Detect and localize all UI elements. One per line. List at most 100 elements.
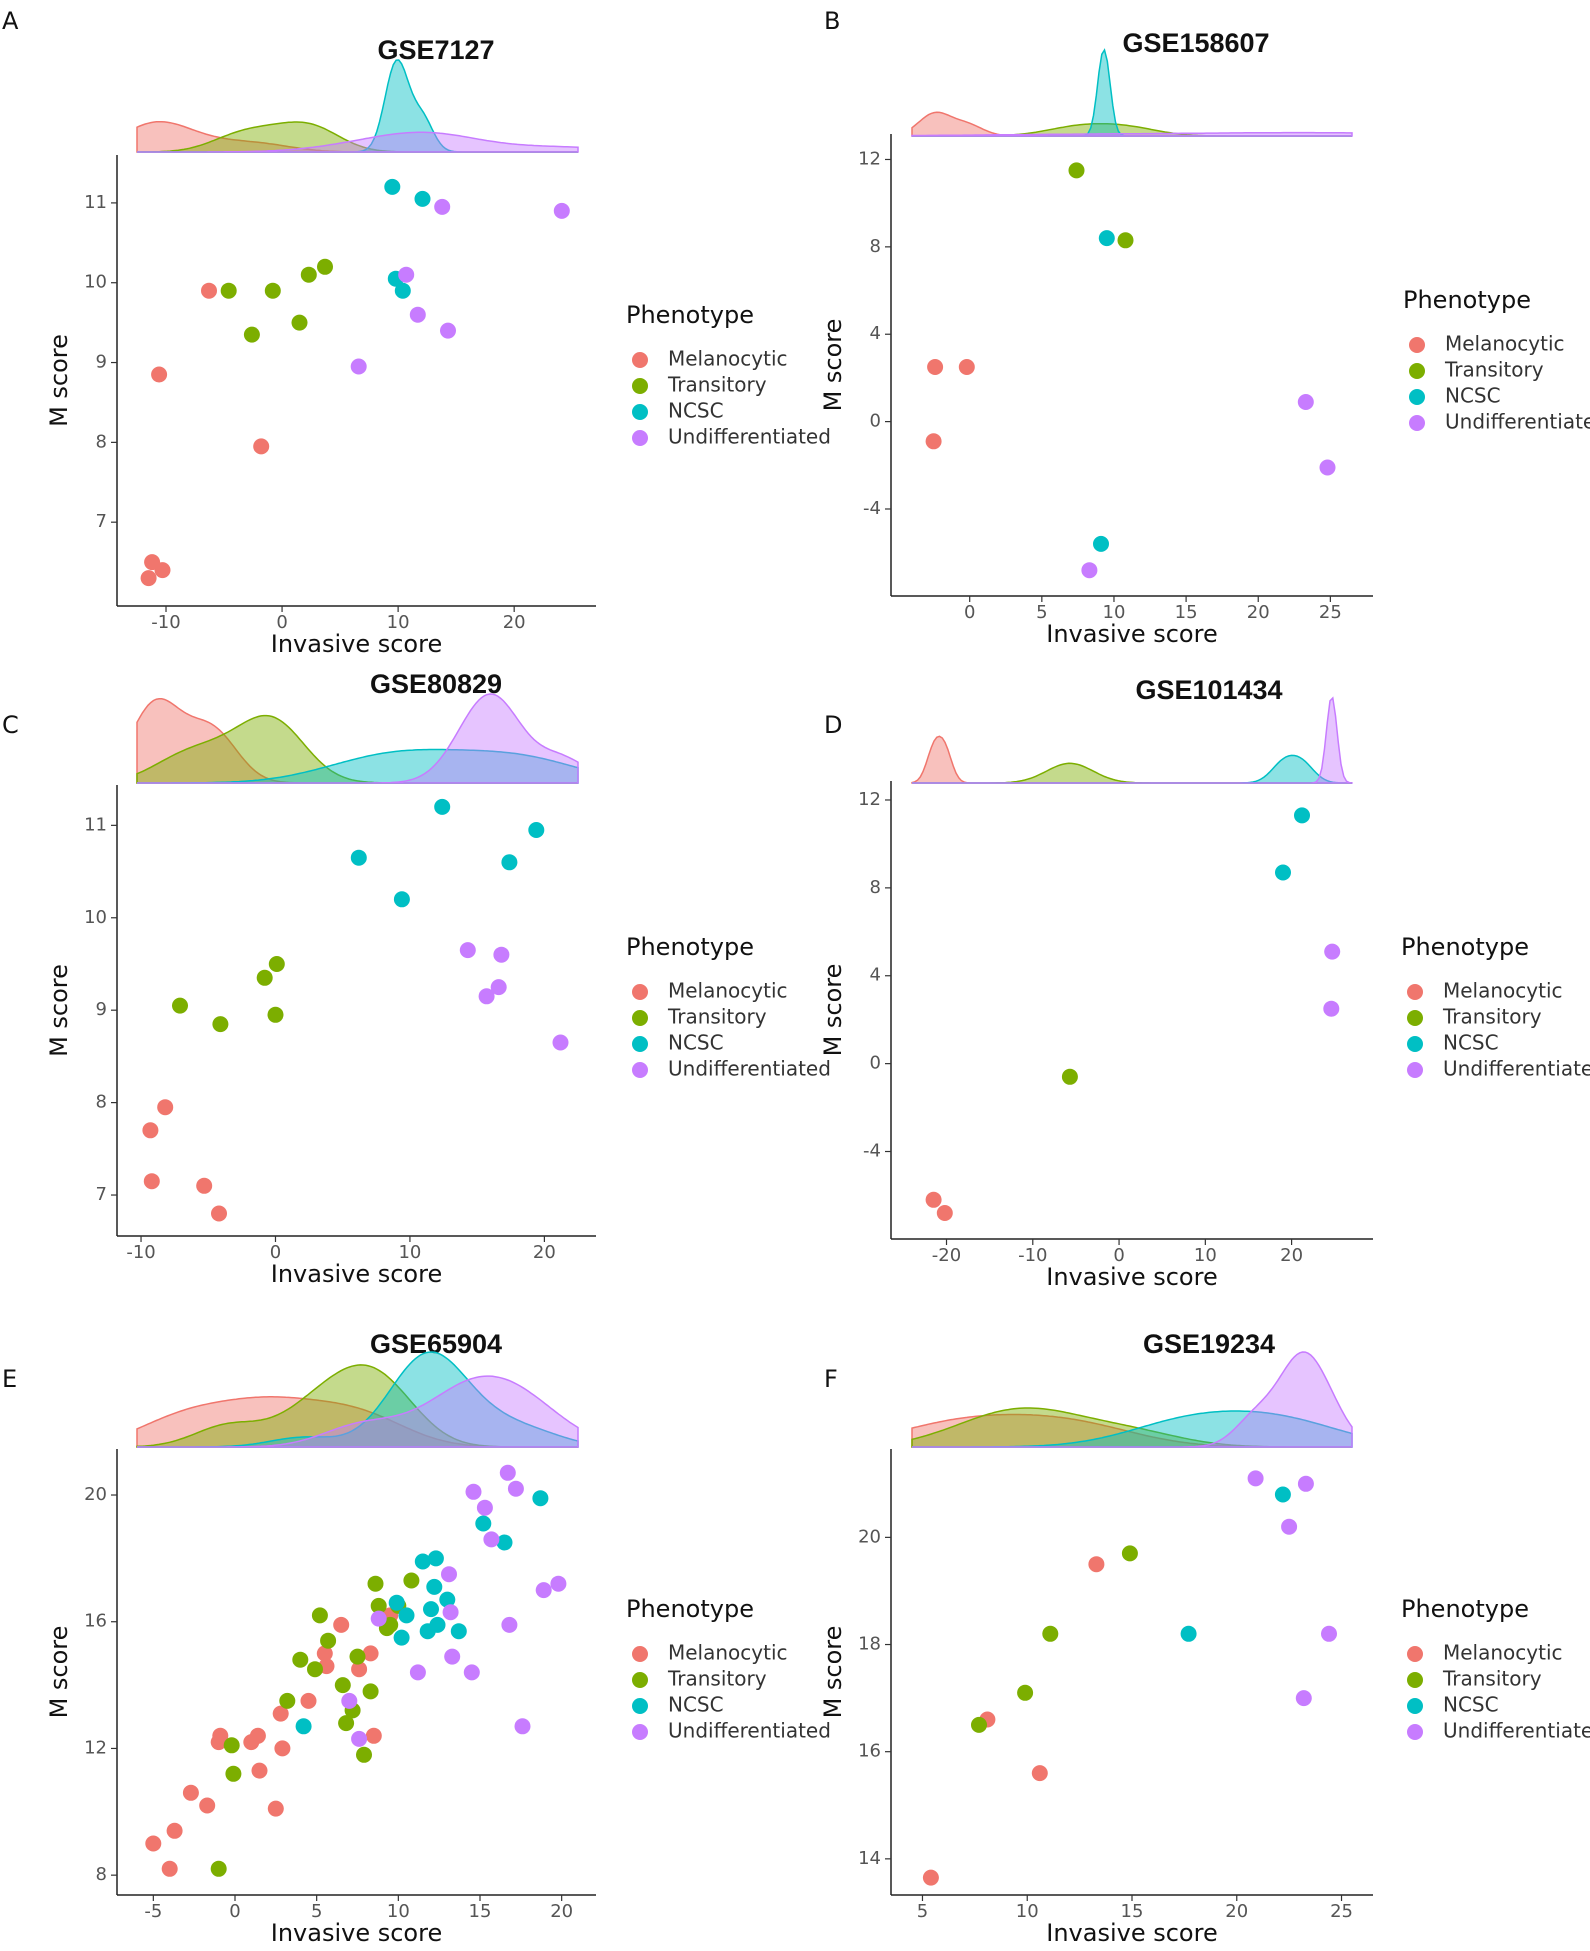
data-point-undifferentiated <box>1324 943 1341 960</box>
legend-item-label: Transitory <box>667 1667 767 1691</box>
legend-swatch-transitory <box>1407 1672 1423 1688</box>
legend-item-label: Melanocytic <box>1443 1641 1563 1665</box>
data-point-transitory <box>223 1737 240 1754</box>
y-tick-label: 10 <box>84 272 107 293</box>
data-point-undifferentiated <box>514 1718 531 1735</box>
data-point-undifferentiated <box>444 1648 461 1665</box>
x-tick-label: 0 <box>964 602 975 623</box>
y-tick-label: 20 <box>858 1526 881 1547</box>
panel-label: E <box>2 1365 17 1393</box>
data-point-melanocytic <box>1031 1765 1048 1782</box>
x-tick-label: 15 <box>1121 1901 1144 1922</box>
data-point-melanocytic <box>161 1860 178 1877</box>
data-point-transitory <box>300 266 317 283</box>
data-point-undifferentiated <box>350 358 367 375</box>
data-point-transitory <box>367 1575 384 1592</box>
legend-swatch-ncsc <box>632 1036 648 1052</box>
legend-swatch-melanocytic <box>632 1646 648 1662</box>
x-tick-label: 10 <box>1016 1901 1039 1922</box>
legend: Phenotype MelanocyticTransitoryNCSCUndiff… <box>1403 286 1590 434</box>
x-tick-label: 10 <box>398 1242 421 1263</box>
legend-swatch-undifferentiated <box>632 1724 648 1740</box>
legend-item-label: Undifferentiated <box>1443 1057 1590 1081</box>
data-point-ncsc <box>1098 230 1115 247</box>
legend-swatch-undifferentiated <box>632 430 648 446</box>
legend-swatch-transitory <box>632 1672 648 1688</box>
data-point-melanocytic <box>166 1822 183 1839</box>
data-point-melanocytic <box>143 1173 160 1190</box>
data-point-melanocytic <box>151 366 168 383</box>
data-point-transitory <box>172 997 188 1014</box>
data-point-melanocytic <box>925 433 942 450</box>
data-point-melanocytic <box>142 1122 159 1139</box>
y-tick-label: 9 <box>96 999 107 1020</box>
data-point-transitory <box>267 1006 284 1023</box>
x-tick-label: 20 <box>503 612 526 633</box>
data-point-transitory <box>1121 1545 1138 1562</box>
data-point-transitory <box>225 1765 242 1782</box>
legend-title: Phenotype <box>626 301 754 329</box>
data-point-undifferentiated <box>490 979 507 996</box>
x-tick-label: 5 <box>917 1901 928 1922</box>
data-point-undifferentiated <box>493 946 510 963</box>
y-tick-label: 8 <box>96 1092 107 1113</box>
legend-swatch-ncsc <box>632 1698 648 1714</box>
data-point-ncsc <box>1180 1625 1197 1642</box>
y-tick-label: 11 <box>84 814 107 835</box>
legend-swatch-melanocytic <box>1409 337 1425 353</box>
data-point-transitory <box>356 1746 372 1763</box>
data-point-transitory <box>292 1651 309 1668</box>
data-point-transitory <box>212 1016 229 1033</box>
data-point-undifferentiated <box>441 1566 457 1583</box>
data-point-melanocytic <box>362 1645 379 1662</box>
x-tick-label: 10 <box>387 612 410 633</box>
data-point-melanocytic <box>351 1661 368 1678</box>
data-point-ncsc <box>414 190 431 207</box>
legend-item-label: Transitory <box>667 373 767 397</box>
legend-swatch-undifferentiated <box>1407 1724 1423 1740</box>
data-point-undifferentiated <box>1323 1000 1340 1017</box>
data-point-ncsc <box>426 1578 443 1595</box>
x-axis-label: Invasive score <box>271 630 442 658</box>
panel-b: B GSE158607 0 5 10 15 20 25 -4 0 4 8 12 Invasive scor… <box>819 7 1590 648</box>
y-tick-label: 8 <box>870 236 881 257</box>
x-tick-label: 25 <box>1330 1901 1353 1922</box>
data-point-ncsc <box>439 1591 456 1608</box>
y-tick-label: 10 <box>84 907 107 928</box>
y-tick-label: 16 <box>84 1611 107 1632</box>
x-tick-label: -20 <box>932 1245 961 1266</box>
legend-title: Phenotype <box>1403 286 1531 314</box>
legend: Phenotype MelanocyticTransitoryNCSCUndiff… <box>626 301 831 449</box>
data-point-undifferentiated <box>535 1582 552 1599</box>
data-point-transitory <box>256 969 273 986</box>
panel-c: C GSE80829 -10 0 10 20 7 8 9 10 11 Invasive score M … <box>2 669 831 1288</box>
data-point-ncsc <box>450 1623 467 1640</box>
density-undifferentiated <box>912 696 1353 784</box>
legend-item-label: NCSC <box>668 399 724 423</box>
x-tick-label: 20 <box>550 1901 573 1922</box>
y-tick-label: 4 <box>870 965 881 986</box>
x-tick-label: 5 <box>311 1901 322 1922</box>
data-point-ncsc <box>423 1601 439 1618</box>
data-point-undifferentiated <box>398 266 415 283</box>
x-tick-label: 10 <box>387 1901 410 1922</box>
density-undifferentiated <box>137 693 579 784</box>
data-point-undifferentiated <box>550 1575 567 1592</box>
x-axis-label: Invasive score <box>1046 1263 1217 1291</box>
data-point-melanocytic <box>936 1205 953 1221</box>
legend-swatch-ncsc <box>632 404 648 420</box>
legend-item-label: NCSC <box>1443 1031 1499 1055</box>
data-point-transitory <box>1061 1068 1078 1085</box>
legend-item-label: Transitory <box>1444 358 1544 382</box>
data-point-transitory <box>1042 1625 1059 1642</box>
y-axis-label: M score <box>45 1626 73 1719</box>
data-point-transitory <box>320 1632 337 1649</box>
legend-title: Phenotype <box>626 1595 754 1623</box>
data-point-undifferentiated <box>442 1604 459 1621</box>
panel-label: B <box>824 7 840 35</box>
x-tick-label: 25 <box>1319 602 1342 623</box>
data-point-melanocytic <box>249 1727 266 1744</box>
data-point-ncsc <box>434 798 451 815</box>
data-point-melanocytic <box>251 1762 268 1779</box>
